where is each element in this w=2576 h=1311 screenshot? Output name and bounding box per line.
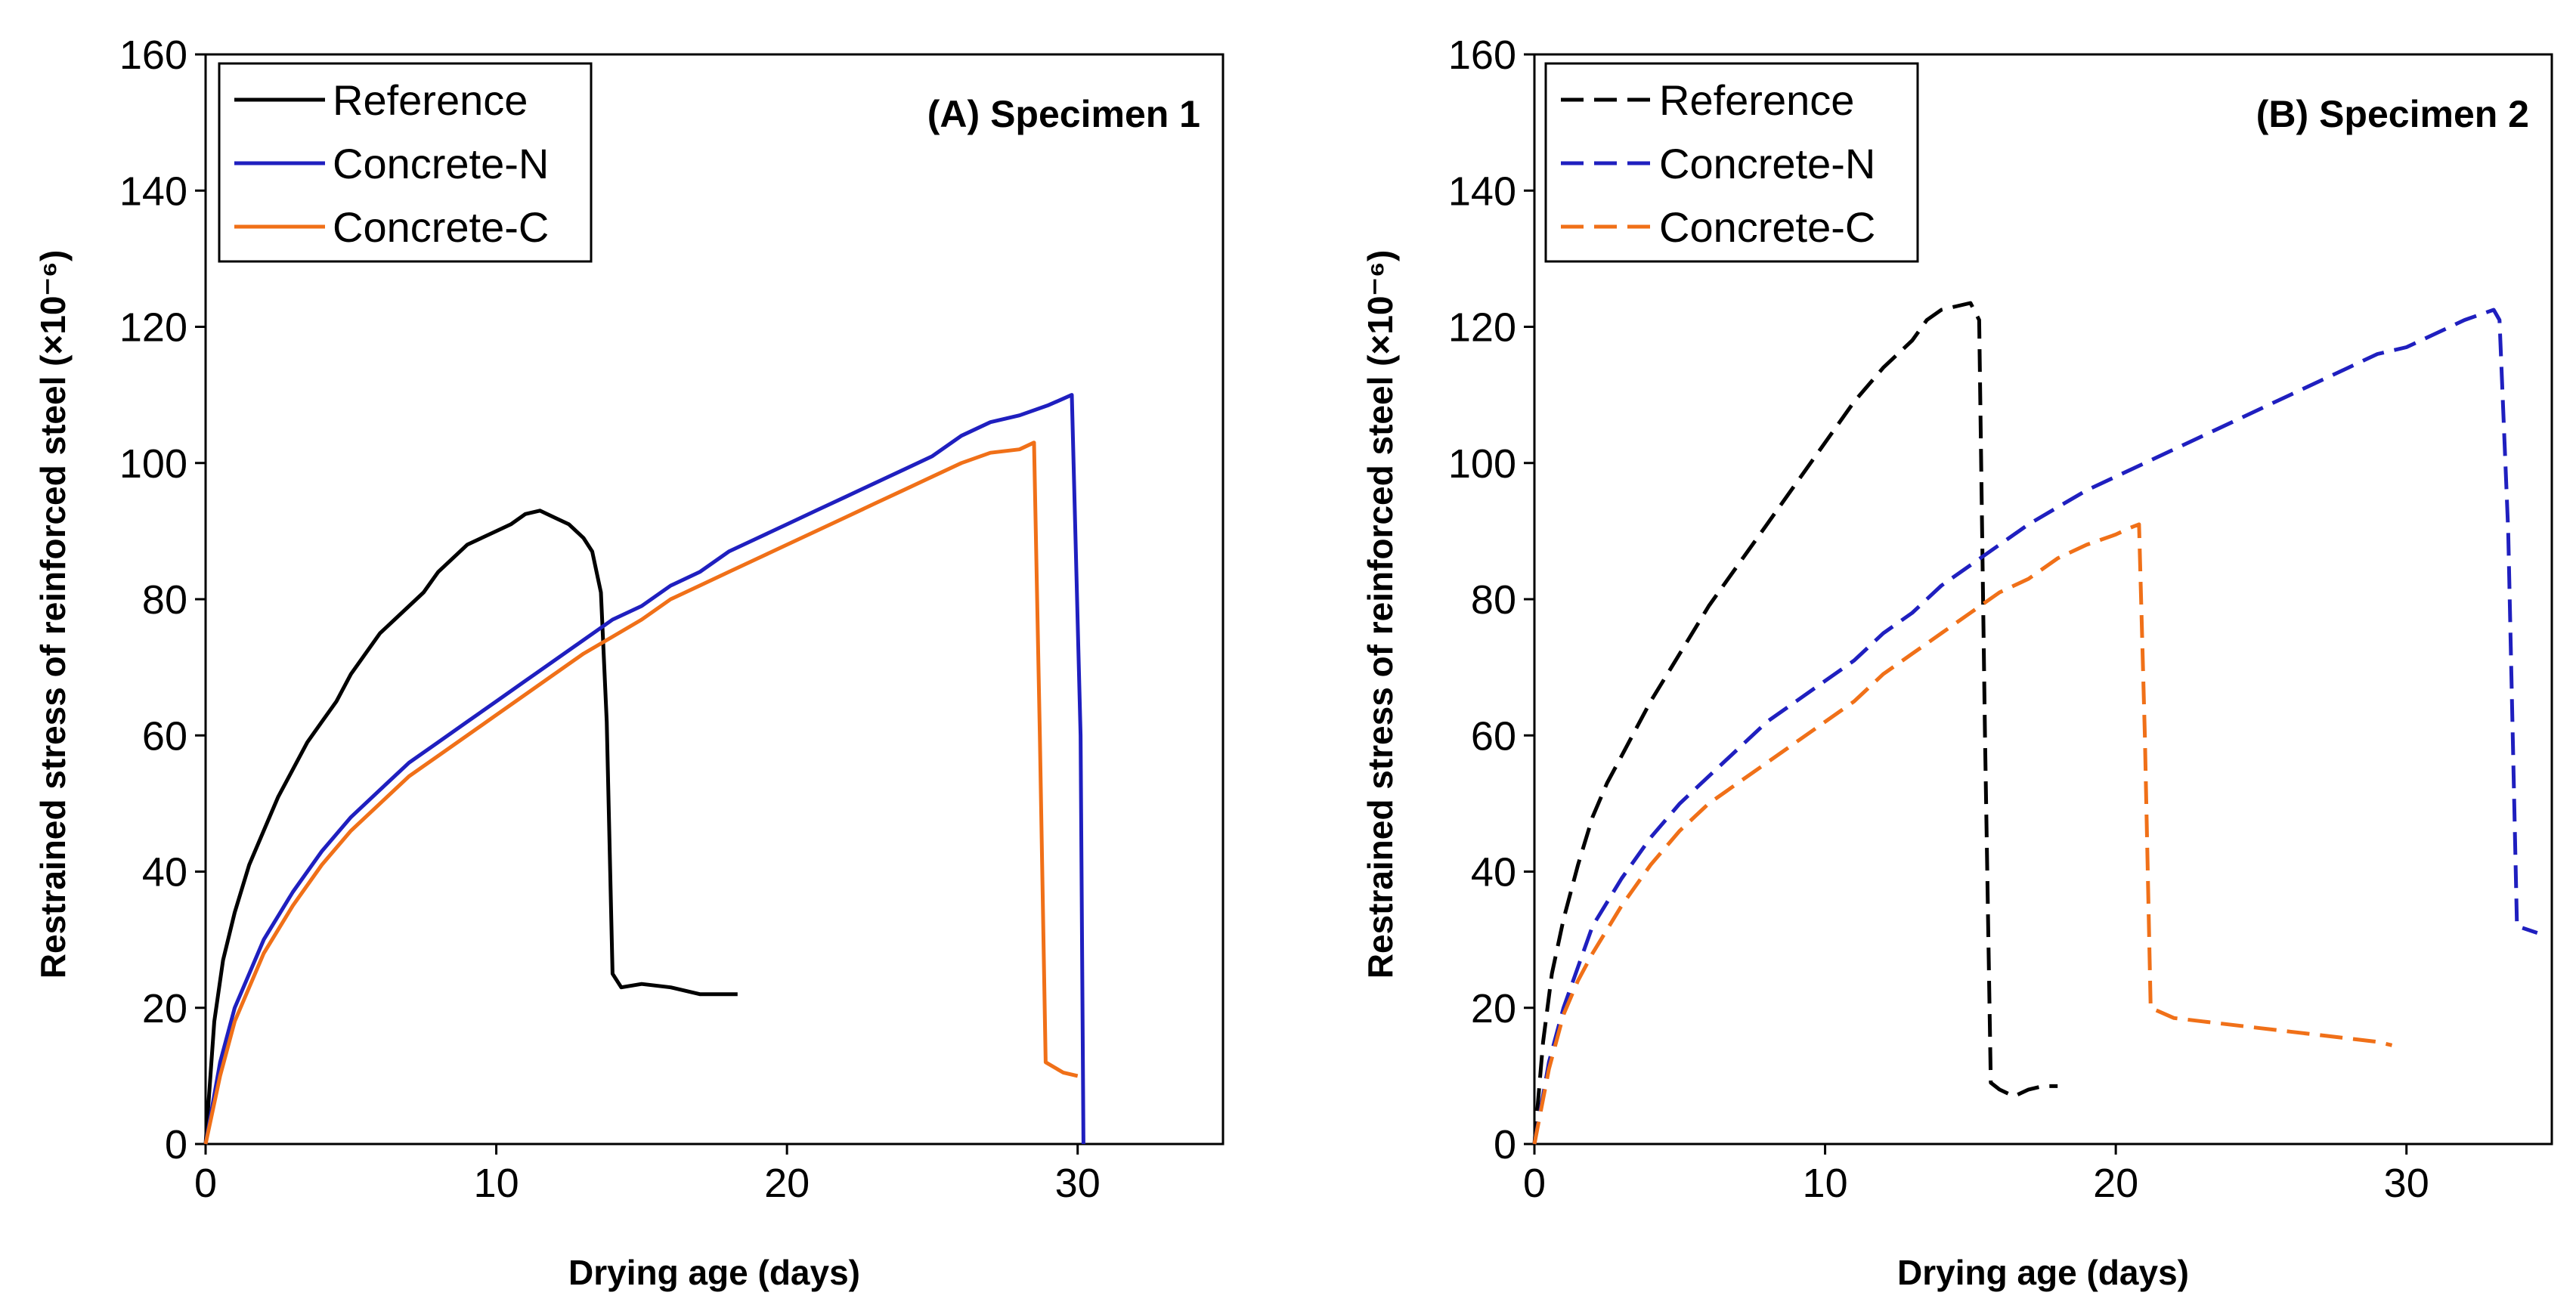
series-line-reference bbox=[203, 509, 738, 1145]
x-tick-label: 0 bbox=[194, 1161, 217, 1206]
x-axis-title: Drying age (days) bbox=[568, 1253, 860, 1292]
x-tick-label: 10 bbox=[474, 1161, 519, 1206]
y-tick-label: 20 bbox=[1471, 986, 1516, 1031]
y-tick-label: 80 bbox=[142, 577, 187, 623]
legend-label: Reference bbox=[333, 76, 528, 124]
y-axis-title: Restrained stress of reinforced steel (×… bbox=[33, 250, 73, 979]
y-tick-label: 120 bbox=[119, 305, 187, 351]
panel-specimen-2: 0 20 40 60 80 100 120 140 160 0 10 20 30 Drying age (… bbox=[1361, 32, 2553, 1292]
series-line-concrete-n bbox=[1532, 308, 2538, 1145]
y-tick-label: 160 bbox=[119, 32, 187, 78]
y-tick-label: 120 bbox=[1448, 305, 1516, 351]
y-tick-label: 60 bbox=[142, 713, 187, 759]
y-tick-label: 60 bbox=[1471, 713, 1516, 759]
legend-label: Concrete-N bbox=[333, 140, 549, 187]
y-tick-label: 40 bbox=[142, 850, 187, 895]
x-tick-label: 10 bbox=[1803, 1161, 1848, 1206]
y-tick-label: 0 bbox=[165, 1122, 187, 1167]
legend-label: Concrete-C bbox=[333, 203, 549, 251]
y-tick-label: 80 bbox=[1471, 577, 1516, 623]
legend-label: Concrete-N bbox=[1659, 140, 1875, 187]
legend-label: Concrete-C bbox=[1659, 203, 1875, 251]
y-axis-title: Restrained stress of reinforced steel (×… bbox=[1361, 250, 1400, 979]
y-tick-label: 40 bbox=[1471, 850, 1516, 895]
x-axis-title: Drying age (days) bbox=[1897, 1253, 2189, 1292]
x-tick-label: 20 bbox=[2093, 1161, 2138, 1206]
y-tick-label: 140 bbox=[1448, 169, 1516, 214]
legend-label: Reference bbox=[1659, 76, 1854, 124]
y-tick-label: 100 bbox=[1448, 441, 1516, 487]
series-line-concrete-n bbox=[203, 393, 1085, 1145]
y-tick-label: 0 bbox=[1494, 1122, 1516, 1167]
y-tick-label: 160 bbox=[1448, 32, 1516, 78]
y-tick-label: 100 bbox=[119, 441, 187, 487]
y-tick-label: 140 bbox=[119, 169, 187, 214]
panel-title: (B) Specimen 2 bbox=[2256, 93, 2529, 135]
panel-title: (A) Specimen 1 bbox=[927, 93, 1200, 135]
panel-specimen-1: 0 20 40 60 80 100 120 140 160 0 10 20 30 Drying age (… bbox=[33, 32, 1225, 1292]
x-tick-label: 20 bbox=[764, 1161, 810, 1206]
series-line-concrete-c bbox=[1532, 522, 2393, 1145]
x-tick-label: 0 bbox=[1523, 1161, 1546, 1206]
y-tick-label: 20 bbox=[142, 986, 187, 1031]
x-tick-label: 30 bbox=[1055, 1161, 1101, 1206]
series-line-reference bbox=[1532, 301, 2058, 1145]
series-line-concrete-c bbox=[203, 441, 1079, 1145]
x-tick-label: 30 bbox=[2384, 1161, 2429, 1206]
